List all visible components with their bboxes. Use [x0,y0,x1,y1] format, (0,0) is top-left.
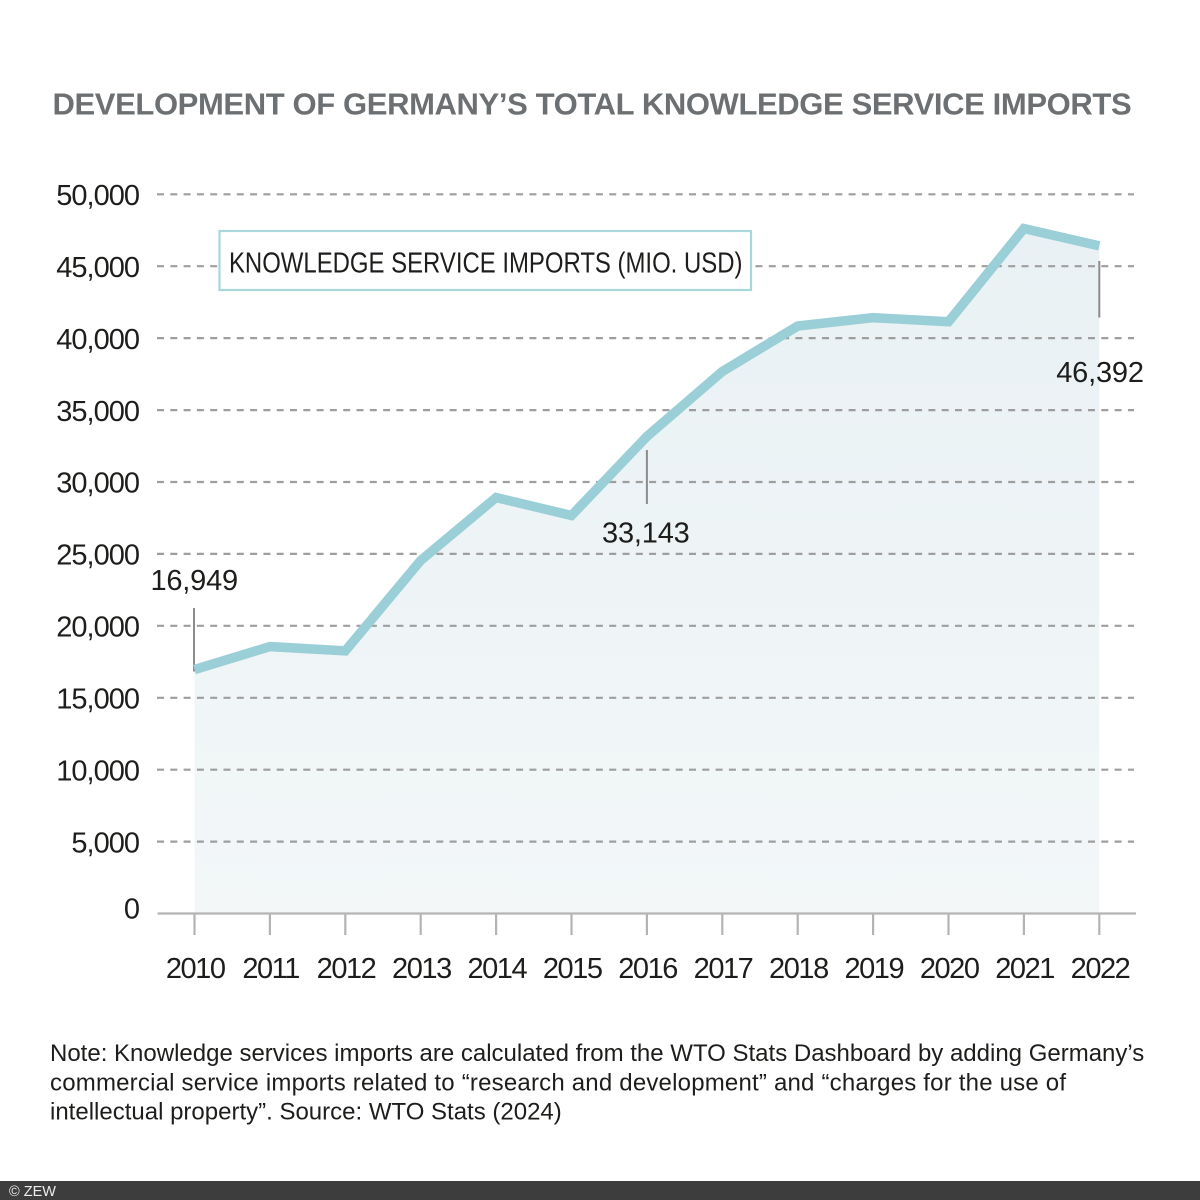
svg-text:2010: 2010 [166,953,225,985]
svg-text:10,000: 10,000 [56,755,139,787]
svg-text:5,000: 5,000 [71,827,139,859]
svg-text:© ZEW: © ZEW [9,1184,56,1200]
svg-text:2018: 2018 [769,953,828,985]
svg-text:20,000: 20,000 [56,612,139,644]
svg-text:2012: 2012 [317,953,376,985]
svg-text:2021: 2021 [995,953,1054,985]
svg-text:2014: 2014 [467,953,527,985]
svg-text:15,000: 15,000 [56,684,139,716]
svg-text:0: 0 [124,894,139,926]
svg-text:intellectual property”. Source: intellectual property”. Source: WTO Stat… [50,1099,562,1126]
svg-text:45,000: 45,000 [56,252,139,284]
svg-text:25,000: 25,000 [56,540,139,572]
svg-text:30,000: 30,000 [56,468,139,500]
svg-text:2016: 2016 [618,953,677,985]
svg-text:KNOWLEDGE SERVICE IMPORTS (MIO: KNOWLEDGE SERVICE IMPORTS (MIO. USD) [229,247,742,279]
svg-text:2020: 2020 [920,953,979,985]
svg-text:50,000: 50,000 [56,180,139,212]
svg-text:2017: 2017 [694,953,753,985]
svg-text:Note: Knowledge services impor: Note: Knowledge services imports are cal… [50,1040,1144,1067]
svg-text:2019: 2019 [844,953,903,985]
svg-text:2011: 2011 [242,953,299,985]
svg-text:46,392: 46,392 [1056,357,1144,389]
svg-text:2013: 2013 [392,953,451,985]
svg-text:35,000: 35,000 [56,396,139,428]
svg-text:DEVELOPMENT OF GERMANY’S TOTAL: DEVELOPMENT OF GERMANY’S TOTAL KNOWLEDGE… [53,87,1132,122]
svg-text:2015: 2015 [543,953,602,985]
svg-text:40,000: 40,000 [56,324,139,356]
svg-text:2022: 2022 [1071,953,1130,985]
svg-text:16,949: 16,949 [150,565,238,597]
svg-text:commercial service imports rel: commercial service imports related to “r… [50,1069,1066,1096]
svg-text:33,143: 33,143 [602,518,690,550]
